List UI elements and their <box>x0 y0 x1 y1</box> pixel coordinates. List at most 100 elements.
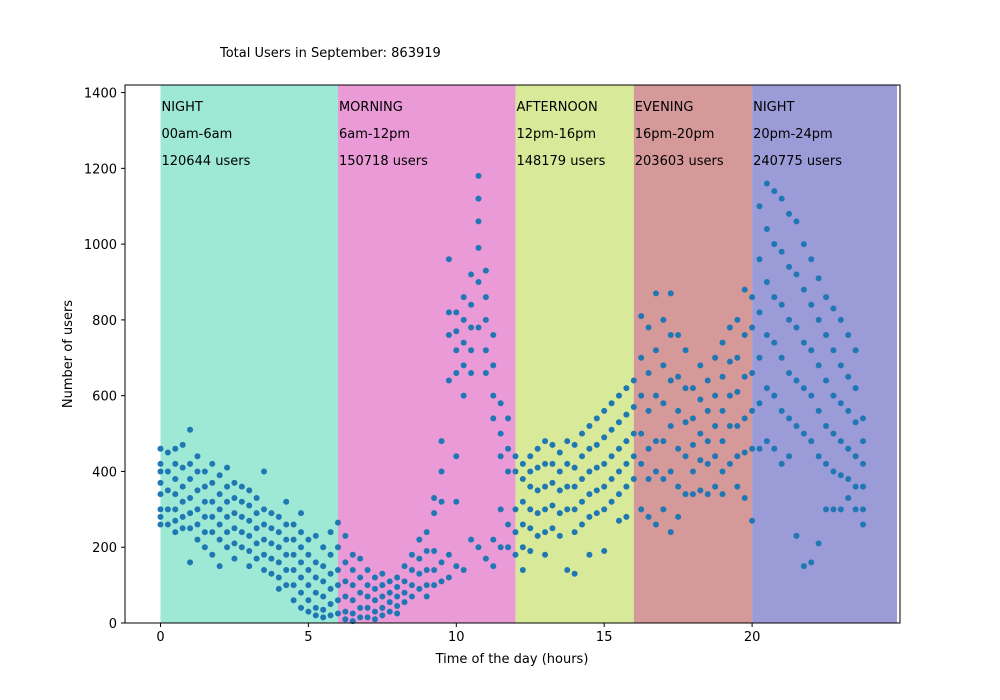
data-point <box>534 445 541 452</box>
data-point <box>194 521 201 528</box>
data-point <box>593 487 600 494</box>
data-point <box>209 498 216 505</box>
data-point <box>298 559 305 566</box>
data-point <box>342 578 349 585</box>
data-point <box>283 551 290 558</box>
data-point <box>334 610 341 617</box>
data-point <box>490 332 497 339</box>
data-point <box>689 415 696 422</box>
band-0-range: 00am-6am <box>161 127 232 142</box>
data-point <box>800 339 807 346</box>
data-point <box>157 491 164 498</box>
data-point <box>327 601 334 608</box>
data-point <box>275 544 282 551</box>
data-point <box>401 578 408 585</box>
data-point <box>660 506 667 513</box>
data-point <box>608 400 615 407</box>
data-point <box>845 494 852 501</box>
data-point <box>852 385 859 392</box>
data-point <box>468 536 475 543</box>
data-point <box>238 544 245 551</box>
data-point <box>187 494 194 501</box>
data-point <box>312 559 319 566</box>
data-point <box>749 407 756 414</box>
data-point <box>238 498 245 505</box>
data-point <box>187 476 194 483</box>
data-point <box>482 267 489 274</box>
data-point <box>460 294 467 301</box>
data-point <box>749 517 756 524</box>
data-point <box>482 347 489 354</box>
data-point <box>453 498 460 505</box>
data-point <box>253 540 260 547</box>
data-point <box>187 559 194 566</box>
band-label-layer: NIGHT 00am-6am 120644 users MORNING 6am-12pm… <box>161 100 842 169</box>
data-point <box>386 608 393 615</box>
data-point <box>719 438 726 445</box>
data-point <box>497 453 504 460</box>
data-point <box>675 373 682 380</box>
data-point <box>682 453 689 460</box>
data-point <box>571 529 578 536</box>
data-point <box>741 449 748 456</box>
data-point <box>261 551 268 558</box>
band-4-name: NIGHT <box>753 100 794 115</box>
data-point <box>726 358 733 365</box>
data-point <box>423 529 430 536</box>
data-point <box>667 529 674 536</box>
data-point <box>534 510 541 517</box>
data-point <box>342 532 349 539</box>
data-point <box>845 373 852 380</box>
data-point <box>371 616 378 623</box>
data-point <box>179 483 186 490</box>
data-point <box>431 548 438 555</box>
data-point <box>179 525 186 532</box>
data-point <box>290 597 297 604</box>
data-point <box>601 434 608 441</box>
data-point <box>645 369 652 376</box>
data-point <box>490 415 497 422</box>
data-point <box>497 544 504 551</box>
data-point <box>334 544 341 551</box>
data-point <box>157 506 164 513</box>
data-point <box>342 616 349 623</box>
data-point <box>556 510 563 517</box>
data-point <box>275 559 282 566</box>
data-point <box>689 491 696 498</box>
band-4 <box>752 85 898 623</box>
x-tick-label: 15 <box>596 630 613 645</box>
data-point <box>231 510 238 517</box>
data-point <box>201 513 208 520</box>
data-point <box>734 453 741 460</box>
data-point <box>172 506 179 513</box>
data-point <box>445 309 452 316</box>
data-point <box>549 525 556 532</box>
data-point <box>283 582 290 589</box>
data-point <box>505 544 512 551</box>
data-point <box>187 510 194 517</box>
data-point <box>534 532 541 539</box>
data-point <box>246 517 253 524</box>
data-point <box>623 438 630 445</box>
data-point <box>157 479 164 486</box>
data-point <box>601 460 608 467</box>
data-point <box>224 464 231 471</box>
data-point <box>571 441 578 448</box>
data-point <box>778 248 785 255</box>
data-point <box>623 385 630 392</box>
data-point <box>608 476 615 483</box>
data-point <box>475 324 482 331</box>
data-point <box>423 582 430 589</box>
data-point <box>579 453 586 460</box>
data-point <box>253 525 260 532</box>
data-point <box>593 464 600 471</box>
data-point <box>652 468 659 475</box>
data-point <box>726 460 733 467</box>
data-point <box>586 422 593 429</box>
data-point <box>475 244 482 251</box>
data-point <box>401 589 408 596</box>
data-point <box>179 498 186 505</box>
data-point <box>771 241 778 248</box>
data-point <box>778 407 785 414</box>
band-2-name: AFTERNOON <box>516 100 597 115</box>
